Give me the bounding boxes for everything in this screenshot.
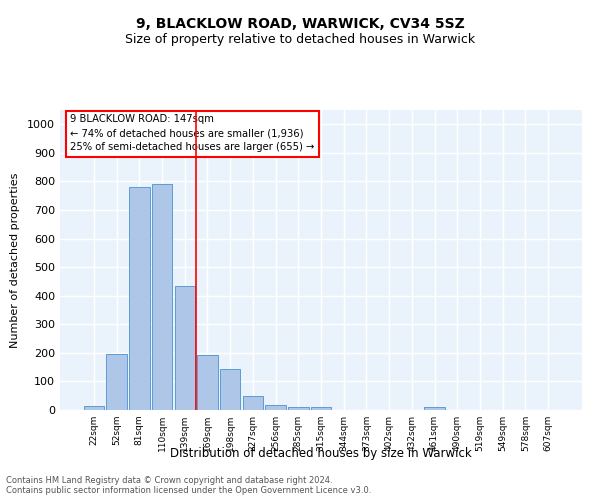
Bar bbox=[424, 407, 445, 410]
Bar bbox=[288, 407, 308, 410]
Bar bbox=[220, 369, 241, 410]
Bar bbox=[152, 184, 172, 410]
Bar bbox=[197, 355, 218, 410]
Bar bbox=[311, 407, 331, 410]
Text: Contains HM Land Registry data © Crown copyright and database right 2024.
Contai: Contains HM Land Registry data © Crown c… bbox=[6, 476, 371, 495]
Text: Size of property relative to detached houses in Warwick: Size of property relative to detached ho… bbox=[125, 32, 475, 46]
Bar bbox=[129, 186, 149, 410]
Bar bbox=[106, 354, 127, 410]
Text: 9, BLACKLOW ROAD, WARWICK, CV34 5SZ: 9, BLACKLOW ROAD, WARWICK, CV34 5SZ bbox=[136, 18, 464, 32]
Text: 9 BLACKLOW ROAD: 147sqm
← 74% of detached houses are smaller (1,936)
25% of semi: 9 BLACKLOW ROAD: 147sqm ← 74% of detache… bbox=[70, 114, 315, 152]
Y-axis label: Number of detached properties: Number of detached properties bbox=[10, 172, 20, 348]
Bar bbox=[265, 405, 286, 410]
Bar bbox=[242, 396, 263, 410]
Bar bbox=[84, 406, 104, 410]
Text: Distribution of detached houses by size in Warwick: Distribution of detached houses by size … bbox=[170, 448, 472, 460]
Bar bbox=[175, 286, 195, 410]
